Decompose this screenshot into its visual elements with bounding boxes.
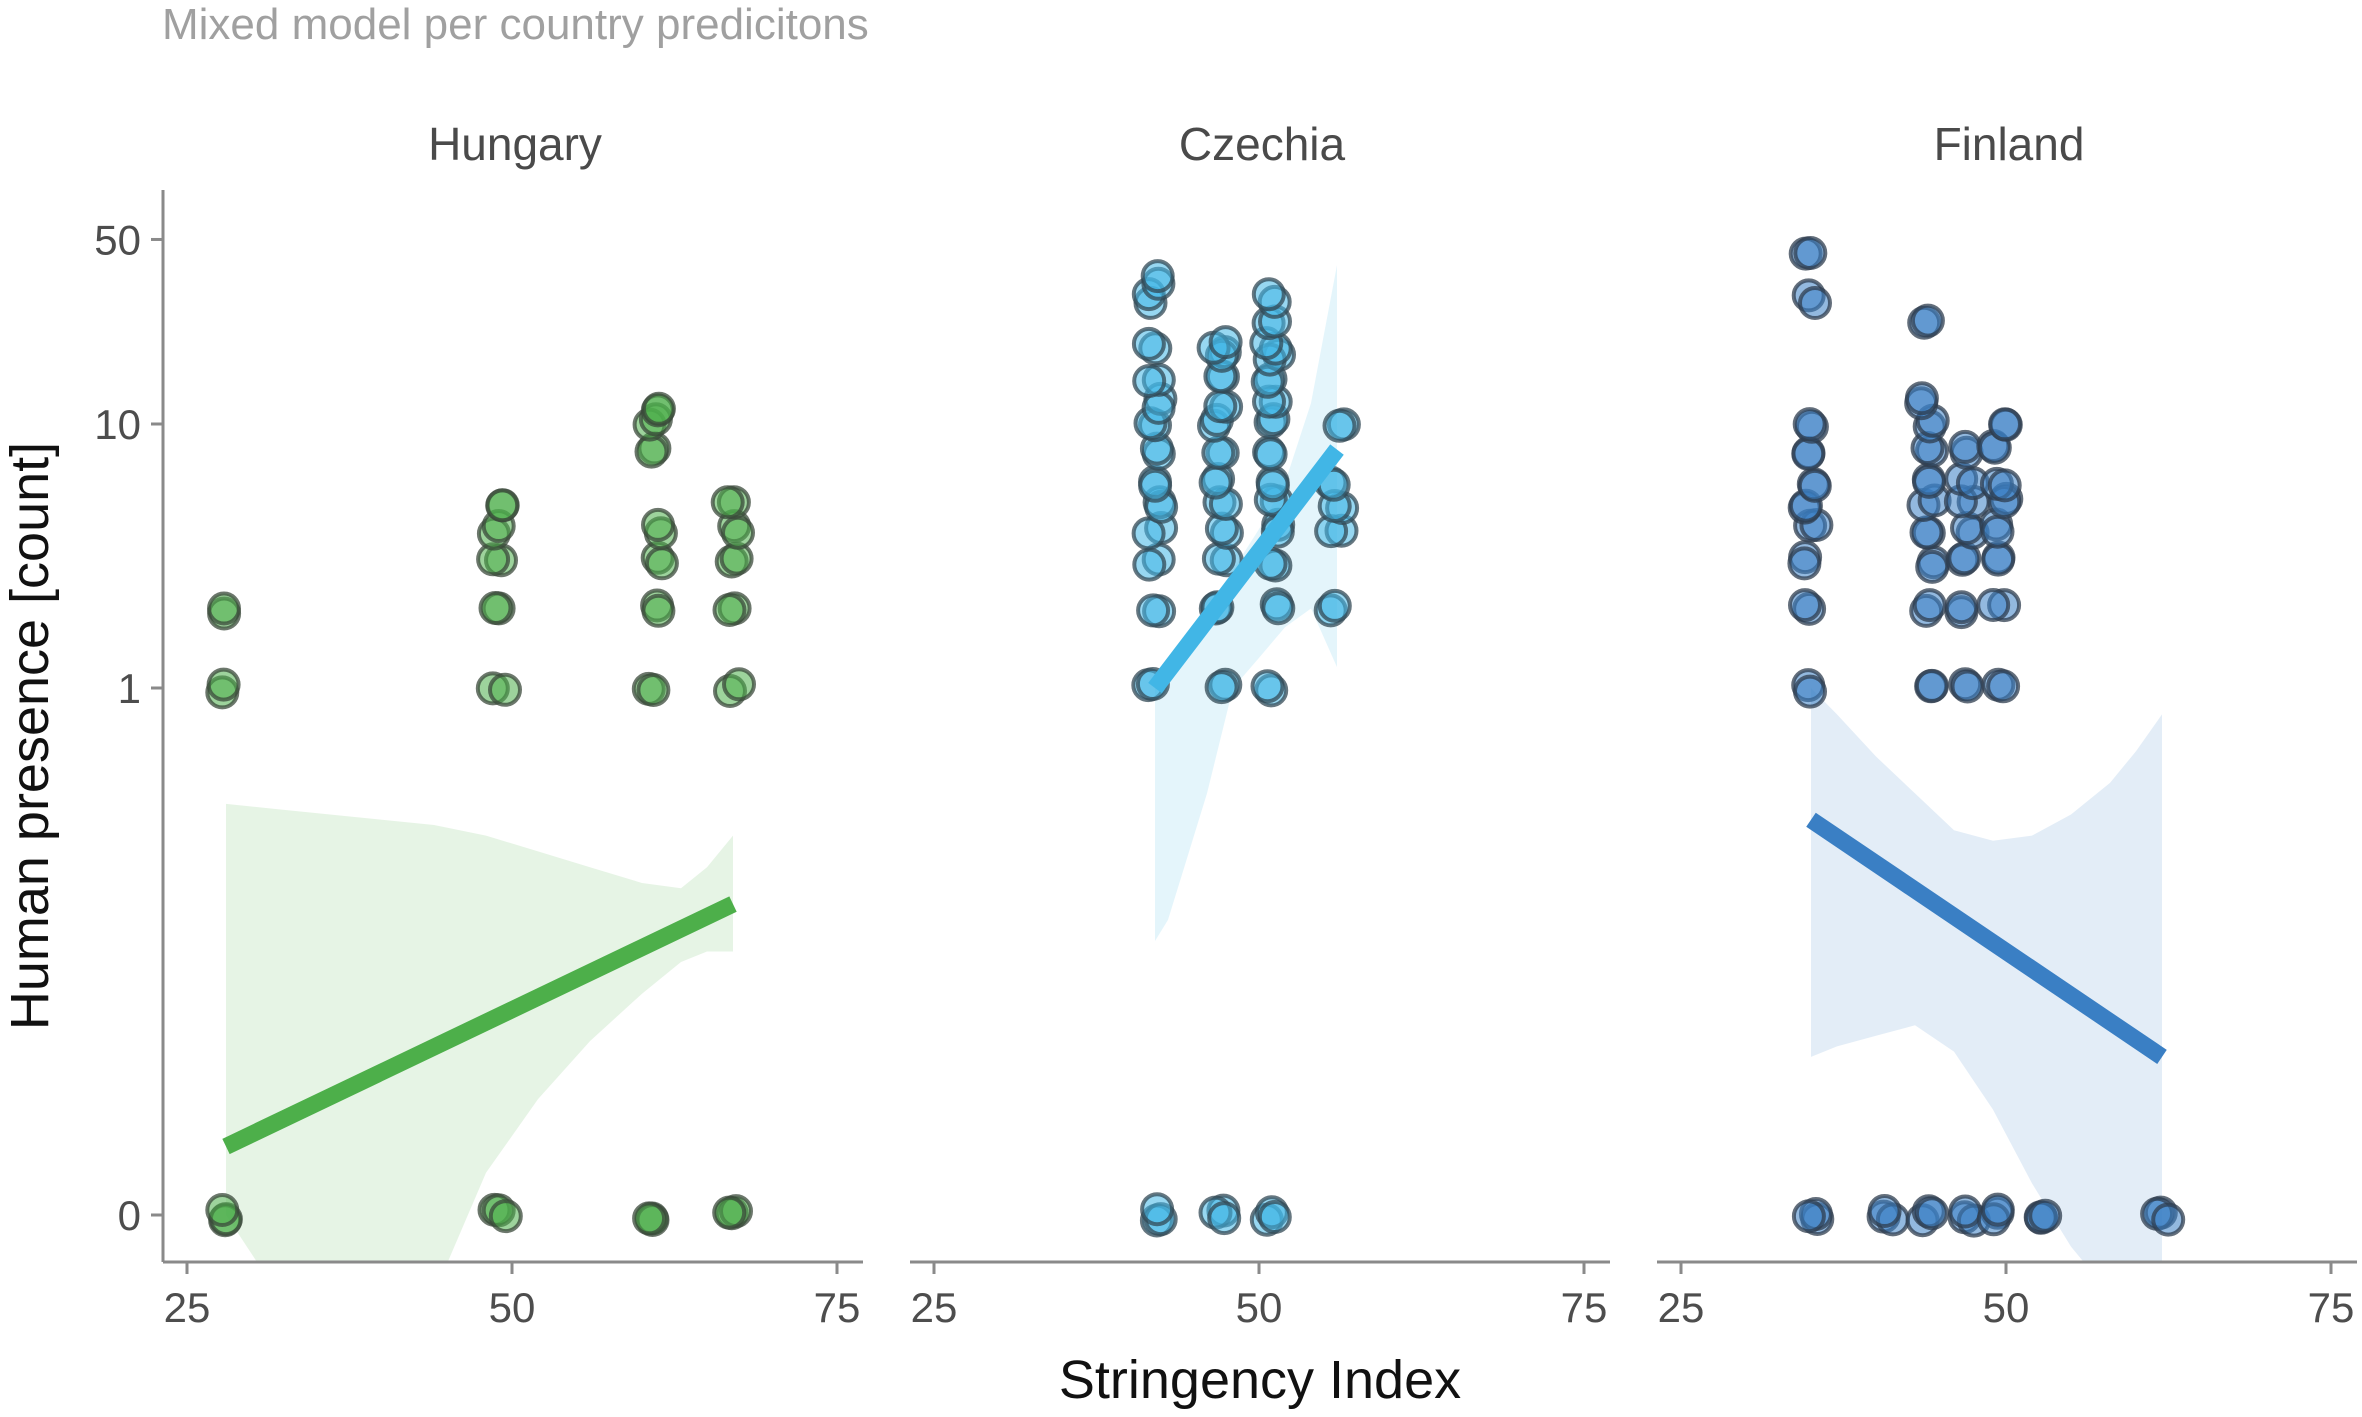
data-point [1909,515,1944,550]
data-point [1914,668,1949,703]
data-point [205,1193,240,1227]
data-point [1793,674,1827,709]
data-point [721,515,755,550]
panel-title: Hungary [428,118,602,170]
x-tick-label: 75 [2308,1284,2355,1331]
data-point [1944,590,1979,625]
panel-title: Czechia [1179,118,1346,170]
data-point [1251,277,1286,312]
data-point [1912,588,1947,623]
data-point [1136,593,1171,628]
data-point [1140,1192,1175,1227]
data-point [1257,1200,1292,1234]
data-point [641,593,676,628]
data-point [632,1201,667,1236]
data-point [1132,547,1167,582]
y-tick-label: 0 [118,1192,141,1239]
fit-line [1806,812,2167,1064]
data-point [1788,588,1822,623]
data-point [1792,407,1827,442]
data-point [2151,1202,2186,1237]
data-point [1948,429,1983,464]
data-point [2028,1198,2063,1233]
data-point [1797,468,1832,503]
data-point [1138,468,1173,503]
data-point [478,591,513,625]
data-point [1980,514,2015,549]
data-point [1987,468,2022,503]
x-tick-label: 75 [814,1284,861,1331]
confidence-band [1811,688,2162,1262]
panel-plot-area-hungary [205,391,756,1262]
data-point [1798,286,1832,320]
y-tick-label: 1 [118,665,141,712]
data-point [1980,1192,2015,1227]
data-point [1317,588,1352,623]
data-point [1253,437,1288,472]
data-point [1976,588,2011,622]
fit-line [1148,444,1344,694]
data-point [1208,325,1243,360]
data-point [1132,364,1167,398]
data-point [1986,669,2021,704]
data-point [488,1199,523,1234]
data-point [1203,389,1238,424]
data-point [1131,326,1166,361]
data-point [207,591,241,626]
x-tick-label: 50 [1983,1284,2030,1331]
y-axis-title: Human presence [count] [0,442,60,1030]
data-point [1201,435,1236,470]
data-point [1950,669,1985,704]
chart-subtitle: Mixed model per country predicitons [162,0,869,49]
data-point [636,673,671,707]
data-point [1914,1196,1949,1231]
y-tick-label: 10 [94,401,141,448]
data-point [1988,407,2022,442]
data-point [1948,1194,1983,1229]
x-tick-label: 25 [911,1284,958,1331]
y-tick-label: 50 [94,216,141,263]
x-tick-label: 50 [489,1284,536,1331]
confidence-band [1155,265,1337,942]
data-point [641,507,675,542]
data-point [1910,303,1945,338]
fit-line [222,896,737,1155]
data-point [488,672,522,707]
data-point [712,593,747,627]
x-tick-label: 75 [1561,1284,1608,1331]
panel-plot-area-czechia [1131,259,1361,1238]
x-axis-title: Stringency Index [1059,1350,1461,1410]
data-point [1207,1201,1242,1236]
panel-plot-area-finland [1787,236,2186,1262]
x-tick-label: 25 [1658,1284,1705,1331]
data-point [1904,381,1939,416]
data-point [1867,1194,1902,1228]
data-point [206,667,241,702]
data-point [1793,236,1828,270]
panel-title: Finland [1934,118,2085,170]
data-point [1912,464,1947,499]
data-point [1198,465,1233,500]
x-tick-label: 25 [164,1284,211,1331]
data-point [1204,670,1239,705]
confidence-band [226,803,733,1262]
data-point [1791,1199,1826,1234]
data-point [1250,669,1285,704]
data-point [1915,549,1950,584]
data-point [1255,468,1290,503]
data-point [1981,542,2016,577]
data-point [641,391,676,426]
data-point [1140,259,1175,294]
data-point [1787,546,1822,581]
data-point [644,546,679,581]
data-point [710,485,745,520]
data-point [712,1195,747,1230]
data-point [1322,408,1357,443]
data-point [722,667,756,702]
data-point [1261,591,1296,626]
data-point [485,488,520,523]
x-tick-label: 50 [1236,1284,1283,1331]
